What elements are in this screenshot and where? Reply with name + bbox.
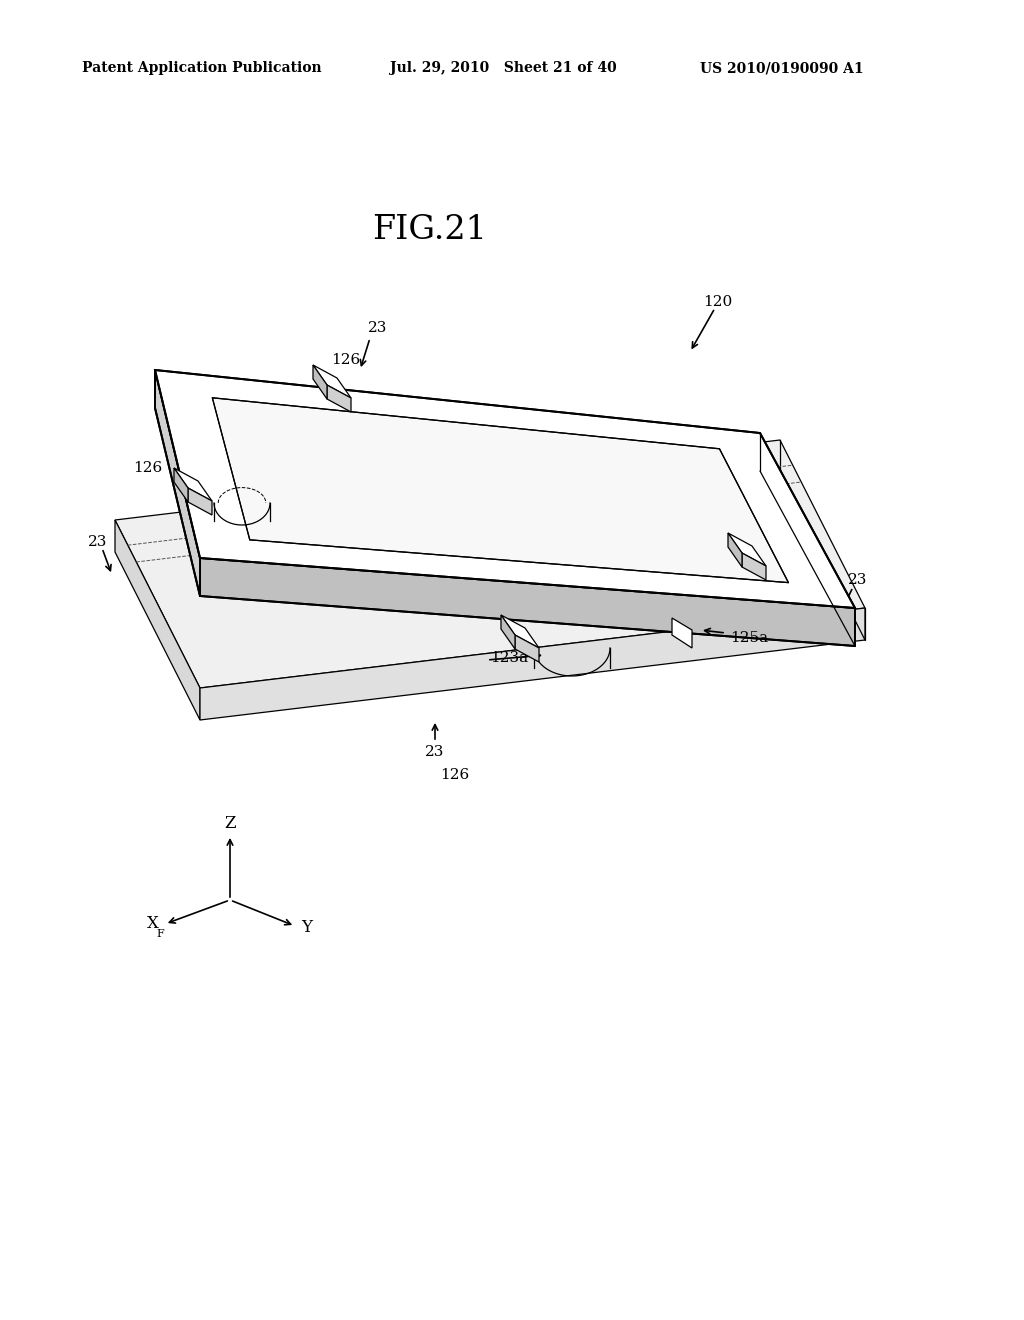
Text: FIG.21: FIG.21	[373, 214, 487, 246]
Polygon shape	[174, 469, 212, 502]
Polygon shape	[515, 635, 539, 663]
Polygon shape	[200, 609, 865, 719]
Text: 123a: 123a	[310, 513, 348, 527]
Polygon shape	[501, 615, 515, 649]
Text: 23: 23	[369, 321, 388, 335]
Text: Patent Application Publication: Patent Application Publication	[82, 61, 322, 75]
Polygon shape	[155, 370, 855, 609]
Polygon shape	[115, 520, 200, 719]
Polygon shape	[742, 553, 766, 579]
Polygon shape	[200, 558, 855, 645]
Text: 126: 126	[440, 768, 470, 781]
Polygon shape	[313, 366, 327, 399]
Text: 126: 126	[133, 461, 163, 475]
Text: 126: 126	[332, 352, 360, 367]
Text: 123: 123	[600, 471, 629, 484]
Text: US 2010/0190090 A1: US 2010/0190090 A1	[700, 61, 863, 75]
Polygon shape	[728, 533, 742, 568]
Text: 23: 23	[848, 573, 867, 587]
Polygon shape	[115, 440, 865, 688]
Text: X: X	[147, 916, 159, 932]
Text: 125a: 125a	[730, 631, 768, 645]
Text: Jul. 29, 2010   Sheet 21 of 40: Jul. 29, 2010 Sheet 21 of 40	[390, 61, 616, 75]
Polygon shape	[155, 370, 200, 597]
Polygon shape	[188, 488, 212, 515]
Polygon shape	[672, 618, 692, 648]
Text: 23: 23	[88, 535, 108, 549]
Polygon shape	[174, 469, 188, 502]
Polygon shape	[501, 615, 539, 648]
Text: 126: 126	[740, 528, 770, 543]
Text: Y: Y	[301, 920, 312, 936]
Text: Z: Z	[224, 814, 236, 832]
Polygon shape	[327, 385, 351, 412]
Text: 125b: 125b	[220, 430, 259, 444]
Text: 23: 23	[425, 744, 444, 759]
Text: 123a: 123a	[490, 651, 528, 665]
Polygon shape	[212, 397, 788, 582]
Text: F: F	[156, 929, 164, 939]
Polygon shape	[728, 533, 766, 566]
Text: 120: 120	[703, 294, 732, 309]
Polygon shape	[313, 366, 351, 399]
